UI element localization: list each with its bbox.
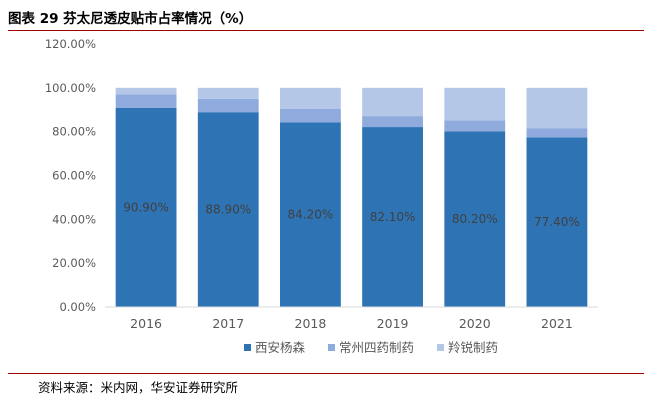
bar-segment-1 — [444, 131, 506, 307]
legend-label: 西安杨森 — [255, 340, 306, 355]
y-tick-label: 20.00% — [52, 256, 96, 270]
legend-swatch — [328, 344, 335, 351]
source-rule — [8, 373, 644, 374]
bar-segment-1 — [526, 137, 588, 307]
bar-segment-3 — [526, 87, 588, 129]
bars — [115, 87, 588, 308]
stacked-bar-chart: 0.00% 20.00% 40.00% 60.00% 80.00% 100.00% 120.… — [45, 37, 598, 355]
x-axis: 2016 2017 2018 2019 2020 2021 — [130, 316, 573, 331]
y-tick-label: 80.00% — [52, 125, 96, 139]
bar-segment-1 — [197, 112, 259, 308]
x-tick-label: 2020 — [459, 316, 491, 331]
legend-item-1: 西安杨森 — [244, 340, 306, 355]
y-tick-label: 40.00% — [52, 212, 96, 226]
source-note: 资料来源：米内网，华安证券研究所 — [38, 380, 239, 395]
x-tick-label: 2021 — [541, 316, 573, 331]
x-tick-label: 2019 — [377, 316, 409, 331]
bar-segment-1 — [362, 127, 423, 307]
bar-segment-2 — [280, 108, 341, 123]
legend-item-2: 常州四药制药 — [328, 340, 414, 355]
data-label: 80.20% — [452, 212, 498, 226]
y-tick-label: 0.00% — [59, 300, 96, 314]
title-rule — [8, 30, 644, 31]
bar-segment-2 — [197, 98, 259, 113]
bar-segment-2 — [362, 116, 423, 128]
legend-swatch — [437, 344, 444, 351]
legend: 西安杨森 常州四药制药 羚锐制药 — [244, 340, 498, 355]
x-tick-label: 2016 — [130, 316, 162, 331]
bar-segment-1 — [280, 122, 341, 307]
bar-segment-3 — [444, 87, 506, 121]
bar-segment-2 — [526, 128, 588, 138]
data-label: 82.10% — [370, 210, 416, 224]
y-axis: 0.00% 20.00% 40.00% 60.00% 80.00% 100.00% 120.… — [45, 37, 96, 314]
y-tick-label: 60.00% — [52, 169, 96, 183]
legend-swatch — [244, 344, 251, 351]
bar-segment-2 — [444, 120, 506, 132]
legend-item-3: 羚锐制药 — [437, 340, 498, 355]
bar-segment-1 — [115, 107, 177, 307]
figure-title: 图表 29 芬太尼透皮贴市占率情况（%） — [8, 11, 253, 27]
bar-segment-3 — [197, 87, 259, 99]
data-label: 88.90% — [205, 203, 251, 217]
legend-label: 羚锐制药 — [448, 340, 498, 355]
bar-segment-3 — [280, 87, 341, 109]
x-tick-label: 2017 — [212, 316, 244, 331]
data-labels: 90.90% 88.90% 84.20% 82.10% 80.20% 77.40% — [123, 200, 580, 229]
y-tick-label: 120.00% — [45, 37, 96, 51]
y-tick-label: 100.00% — [45, 81, 96, 95]
legend-label: 常州四药制药 — [339, 340, 414, 355]
x-tick-label: 2018 — [295, 316, 327, 331]
data-label: 77.40% — [534, 215, 580, 229]
bar-segment-2 — [115, 94, 177, 108]
bar-segment-3 — [362, 87, 423, 117]
title-row: 图表 29 芬太尼透皮贴市占率情况（%） — [8, 4, 644, 31]
data-label: 84.20% — [288, 208, 334, 222]
data-label: 90.90% — [123, 200, 169, 214]
bar-segment-3 — [115, 87, 177, 95]
